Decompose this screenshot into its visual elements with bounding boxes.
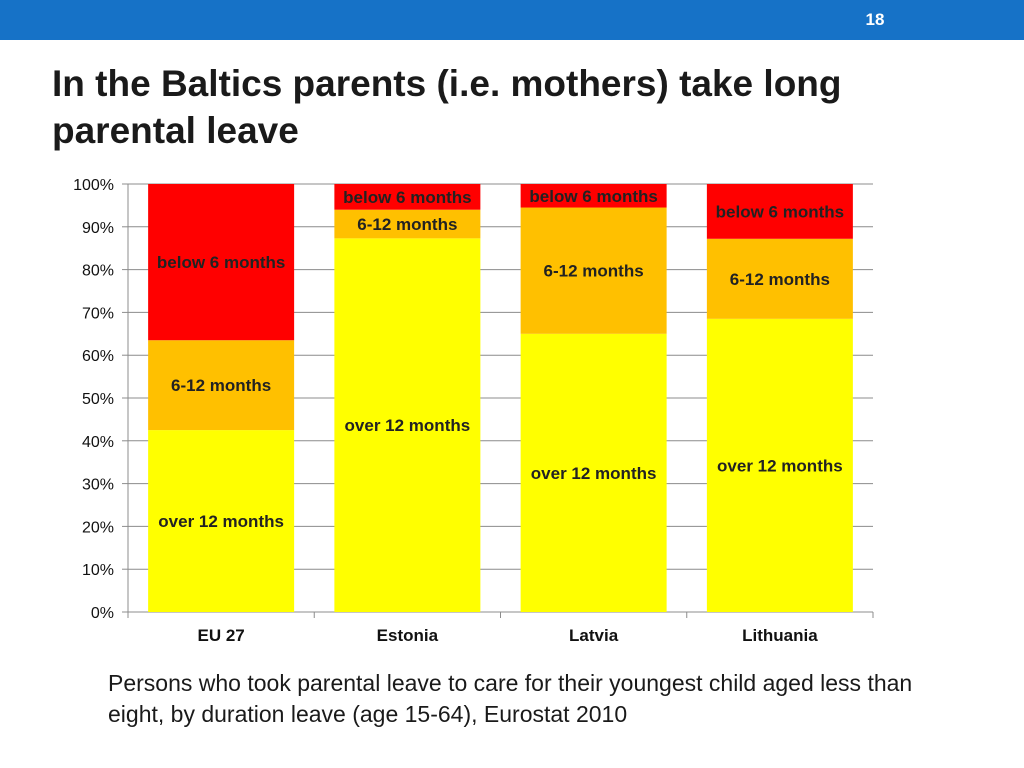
bar-segment <box>148 430 295 612</box>
bar-segment-label: 6-12 months <box>171 376 271 395</box>
y-tick-label: 70% <box>82 305 114 322</box>
bar-segment-label: over 12 months <box>345 416 471 435</box>
bar-segment <box>520 184 667 208</box>
page-number: 18 <box>865 10 885 29</box>
bar-segment <box>334 238 481 612</box>
y-tick-label: 30% <box>82 477 114 494</box>
bar-segment <box>148 340 295 431</box>
bar-segment <box>706 318 853 612</box>
y-tick-label: 100% <box>73 177 114 194</box>
bar-segment-label: 6-12 months <box>544 262 644 281</box>
y-tick-label: 10% <box>82 562 114 579</box>
bar-segment <box>334 209 481 239</box>
y-tick-label: 40% <box>82 434 114 451</box>
y-tick-label: 80% <box>82 263 114 280</box>
bar-segment-label: below 6 months <box>157 253 285 272</box>
bar-segment-label: below 6 months <box>716 202 844 221</box>
bar-segment <box>706 238 853 319</box>
y-tick-label: 20% <box>82 519 114 536</box>
top-bar: 18 <box>0 0 1024 40</box>
bar-segment-label: over 12 months <box>158 512 284 531</box>
bar-segment-label: 6-12 months <box>357 215 457 234</box>
y-tick-label: 90% <box>82 220 114 237</box>
bar-segment <box>334 184 481 210</box>
x-category-label: Latvia <box>569 626 619 645</box>
bar-segment-label: over 12 months <box>717 456 843 475</box>
bar-segment <box>706 184 853 239</box>
y-tick-label: 50% <box>82 391 114 408</box>
bar-segment-label: 6-12 months <box>730 270 830 289</box>
slide-title: In the Baltics parents (i.e. mothers) ta… <box>52 63 842 151</box>
x-category-label: Lithuania <box>742 626 818 645</box>
bar-segment <box>520 333 667 612</box>
bar-segment <box>148 184 295 341</box>
chart-caption: Persons who took parental leave to care … <box>108 670 913 727</box>
x-category-label: Estonia <box>377 626 439 645</box>
bar-segment-label: below 6 months <box>343 188 471 207</box>
y-tick-label: 60% <box>82 348 114 365</box>
x-category-label: EU 27 <box>198 626 245 645</box>
bar-segment <box>520 207 667 334</box>
bar-segment-label: below 6 months <box>529 187 657 206</box>
stacked-bar-chart: 0% 10% 20% 30% 40% 50% 60% 70% 80% 90% 100% below 6… <box>73 177 874 645</box>
bar-segment-label: over 12 months <box>531 464 657 483</box>
y-tick-label: 0% <box>91 605 114 622</box>
